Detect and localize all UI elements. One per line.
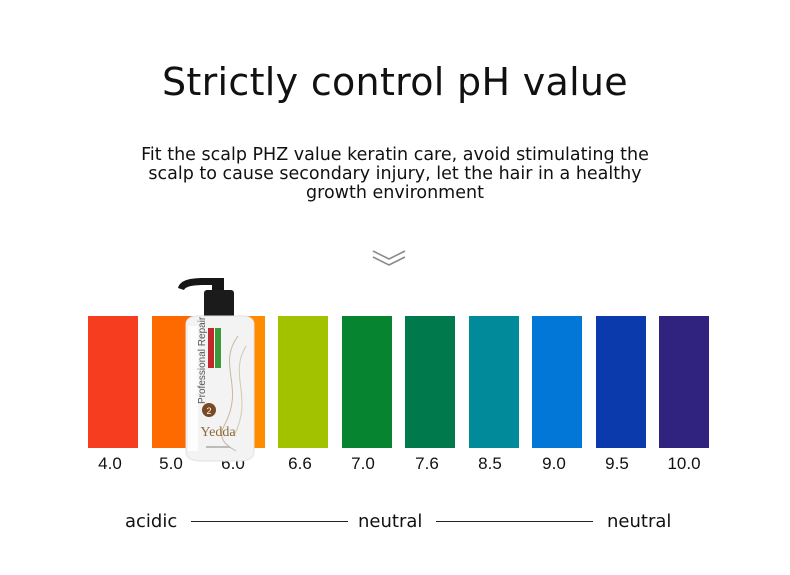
ph-bar-6-6: [278, 316, 328, 448]
product-bottle-image: Professional Repair 2 Yedda: [176, 276, 266, 462]
page-subtitle: Fit the scalp PHZ value keratin care, av…: [110, 146, 680, 203]
scale-divider: [191, 521, 348, 522]
scale-label-neutral-right: neutral: [607, 511, 672, 532]
ph-label: 7.6: [415, 454, 439, 473]
subtitle-line-1: Fit the scalp PHZ value keratin care, av…: [141, 145, 649, 165]
double-chevron-down-icon: [372, 250, 406, 266]
scale-label-acidic: acidic: [125, 511, 178, 532]
bottle-line1: Professional Repair: [197, 316, 208, 404]
ph-label: 4.0: [98, 454, 122, 473]
subtitle-line-2: scalp to cause secondary injury, let the…: [148, 164, 642, 184]
ph-bar-7-0: [342, 316, 392, 448]
ph-bar-4-0: [88, 316, 138, 448]
ph-bar-10-0: [659, 316, 709, 448]
ph-label: 6.6: [288, 454, 312, 473]
bottle-brand: Yedda: [200, 425, 236, 440]
bottle-icon: Professional Repair 2 Yedda: [178, 278, 255, 462]
ph-label: 9.5: [605, 454, 629, 473]
svg-text:2: 2: [206, 406, 211, 416]
ph-bar-8-5: [469, 316, 519, 448]
scale-label-neutral-middle: neutral: [358, 511, 423, 532]
page-title: Strictly control pH value: [162, 60, 628, 104]
ph-label: 5.0: [159, 454, 183, 473]
ph-label: 9.0: [542, 454, 566, 473]
ph-bar-9-5: [596, 316, 646, 448]
ph-label: 7.0: [351, 454, 375, 473]
subtitle-line-3: growth environment: [306, 183, 484, 203]
ph-label: 10.0: [667, 454, 701, 473]
ph-bar-7-6: [405, 316, 455, 448]
ph-bar-9-0: [532, 316, 582, 448]
scale-divider: [436, 521, 593, 522]
ph-label: 8.5: [478, 454, 502, 473]
